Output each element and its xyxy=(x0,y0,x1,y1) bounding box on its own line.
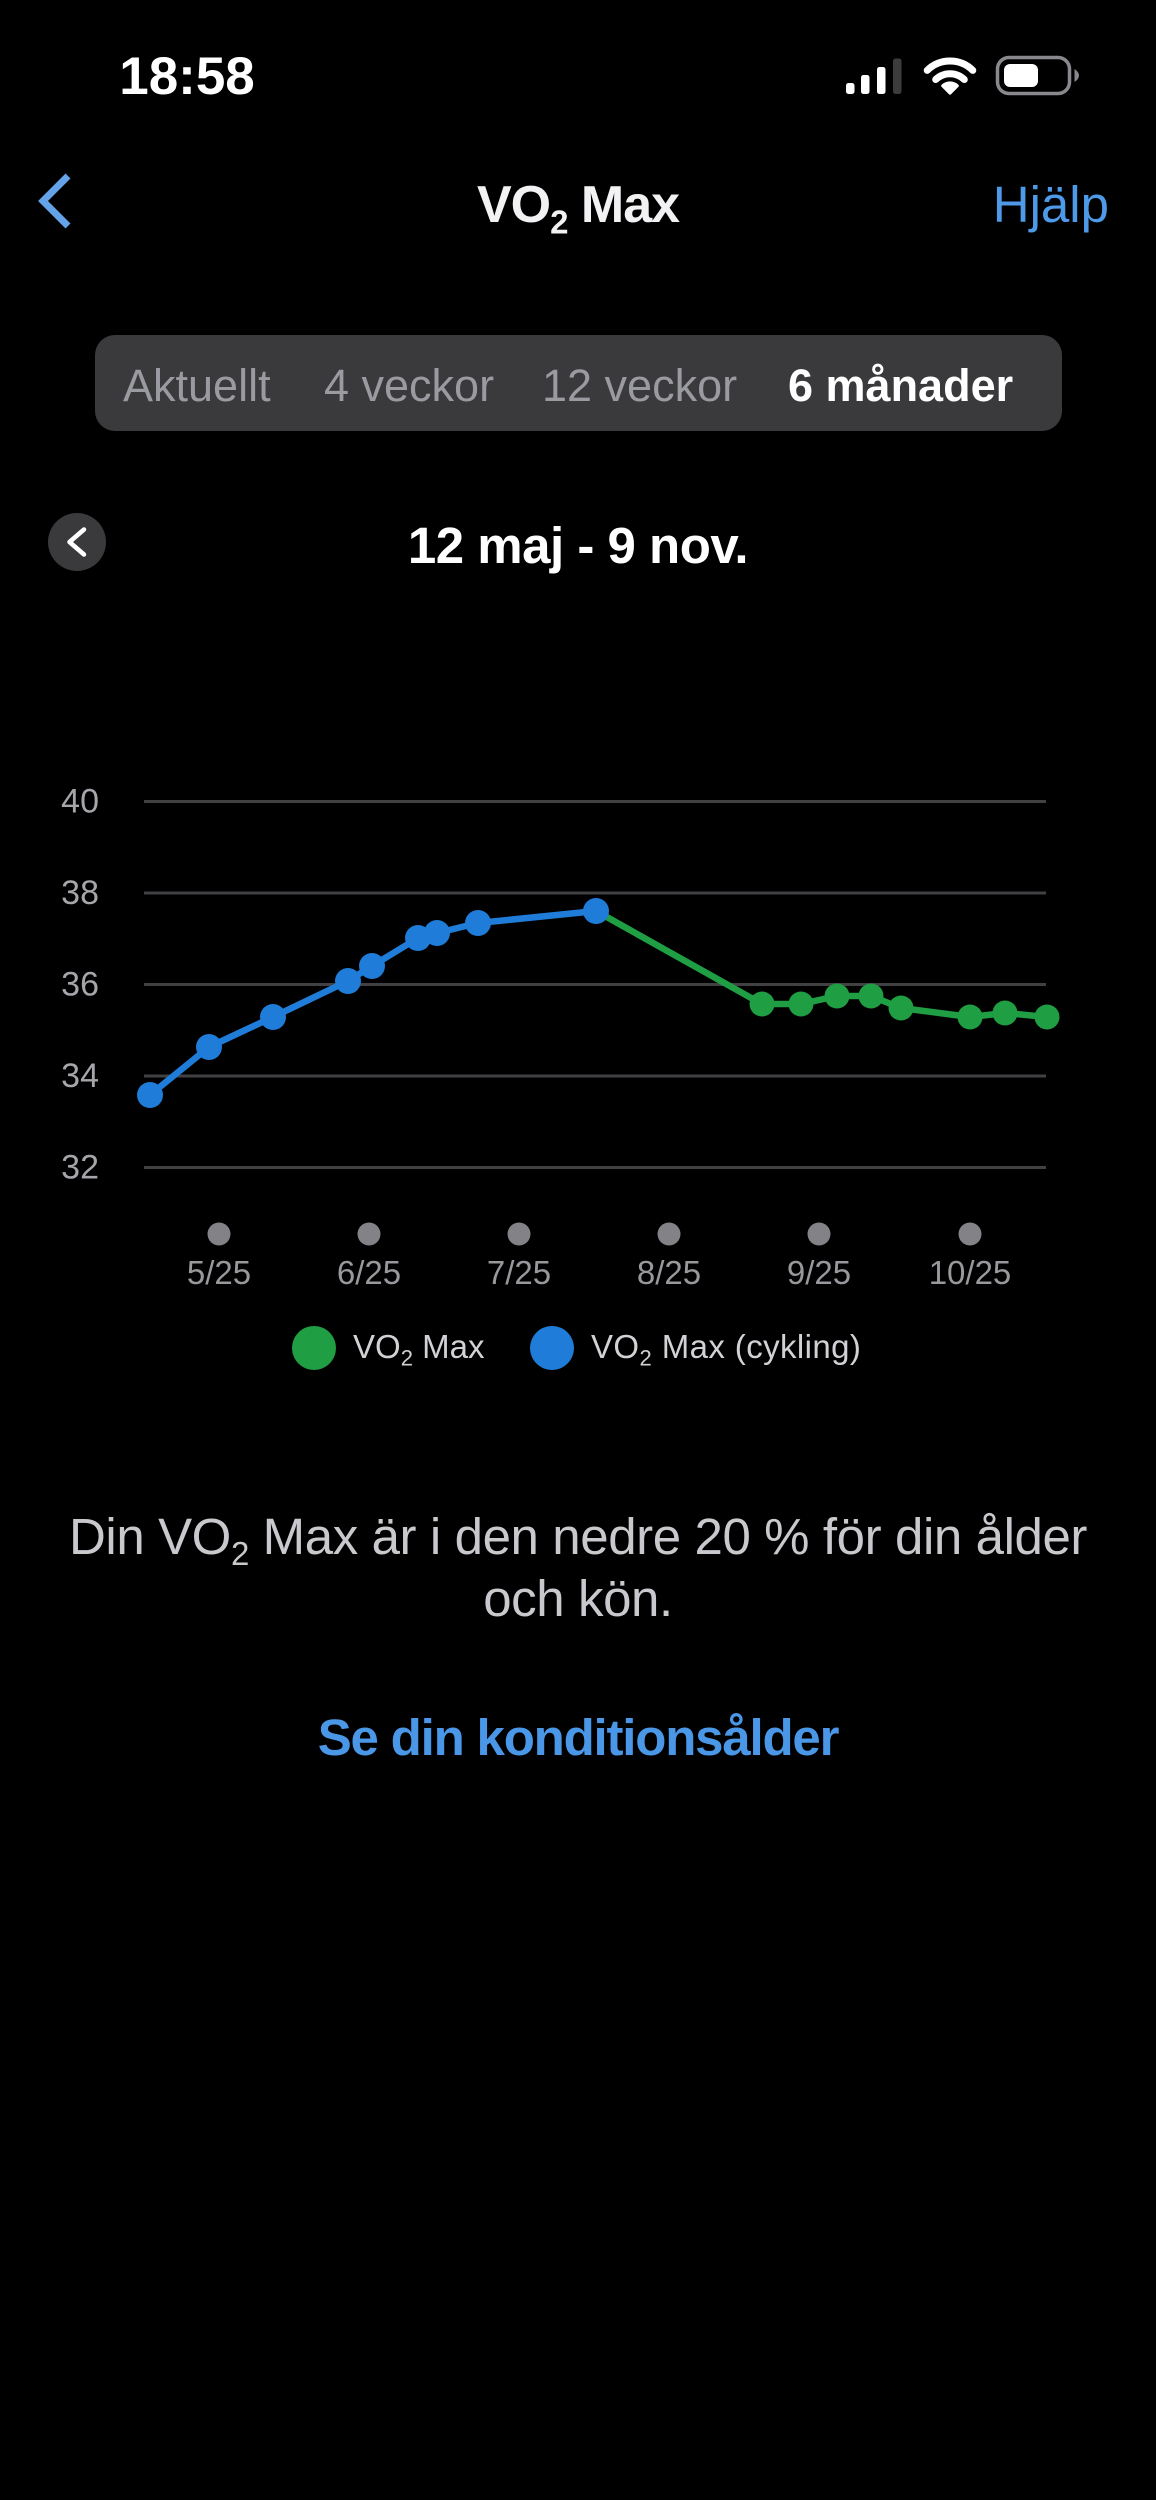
svg-text:38: 38 xyxy=(61,874,99,912)
svg-text:32: 32 xyxy=(61,1149,99,1187)
svg-text:40: 40 xyxy=(61,783,99,821)
svg-text:7/25: 7/25 xyxy=(487,1254,551,1291)
svg-text:9/25: 9/25 xyxy=(787,1254,851,1291)
svg-text:36: 36 xyxy=(61,966,99,1004)
svg-text:5/25: 5/25 xyxy=(187,1254,251,1291)
svg-text:8/25: 8/25 xyxy=(637,1254,701,1291)
svg-text:34: 34 xyxy=(61,1057,99,1095)
svg-text:6/25: 6/25 xyxy=(337,1254,401,1291)
svg-text:10/25: 10/25 xyxy=(929,1254,1012,1291)
